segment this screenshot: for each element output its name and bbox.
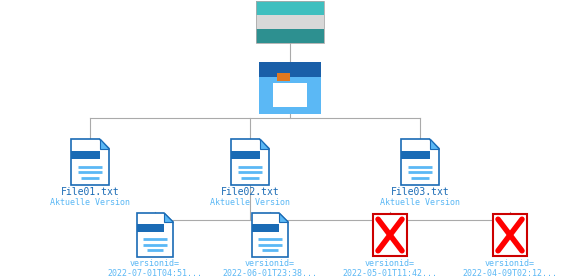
Bar bbox=[401, 151, 429, 159]
Polygon shape bbox=[401, 139, 439, 185]
Polygon shape bbox=[260, 139, 269, 148]
Polygon shape bbox=[99, 139, 109, 148]
Bar bbox=[493, 214, 527, 256]
Text: File01.txt: File01.txt bbox=[60, 187, 119, 197]
Polygon shape bbox=[164, 213, 173, 222]
Text: versionid=: versionid= bbox=[245, 259, 295, 268]
Polygon shape bbox=[71, 139, 109, 185]
Bar bbox=[256, 29, 324, 43]
Text: 2022-06-01T23:38...: 2022-06-01T23:38... bbox=[223, 269, 317, 278]
Bar bbox=[259, 76, 321, 114]
Text: Aktuelle Version: Aktuelle Version bbox=[210, 198, 290, 207]
Bar bbox=[256, 15, 324, 29]
Bar bbox=[373, 214, 407, 256]
Text: 2022-07-01T04:51...: 2022-07-01T04:51... bbox=[107, 269, 203, 278]
Bar bbox=[252, 224, 279, 232]
Text: Aktuelle Version: Aktuelle Version bbox=[380, 198, 460, 207]
Polygon shape bbox=[429, 139, 439, 148]
Polygon shape bbox=[279, 213, 288, 222]
Text: versionid=: versionid= bbox=[130, 259, 180, 268]
Text: File02.txt: File02.txt bbox=[221, 187, 279, 197]
Bar bbox=[277, 73, 290, 81]
Text: File03.txt: File03.txt bbox=[390, 187, 449, 197]
Bar bbox=[71, 151, 99, 159]
Polygon shape bbox=[231, 139, 269, 185]
Text: 2022-05-01T11:42...: 2022-05-01T11:42... bbox=[343, 269, 437, 278]
Text: versionid=: versionid= bbox=[485, 259, 535, 268]
Bar bbox=[259, 62, 321, 76]
Polygon shape bbox=[137, 213, 173, 257]
Bar bbox=[256, 1, 324, 15]
Text: 2022-04-09T02:12...: 2022-04-09T02:12... bbox=[462, 269, 558, 278]
Bar bbox=[273, 83, 307, 108]
Polygon shape bbox=[252, 213, 288, 257]
Text: versionid=: versionid= bbox=[365, 259, 415, 268]
Bar bbox=[137, 224, 164, 232]
Bar bbox=[231, 151, 260, 159]
Bar bbox=[256, 1, 324, 43]
Text: Aktuelle Version: Aktuelle Version bbox=[50, 198, 130, 207]
